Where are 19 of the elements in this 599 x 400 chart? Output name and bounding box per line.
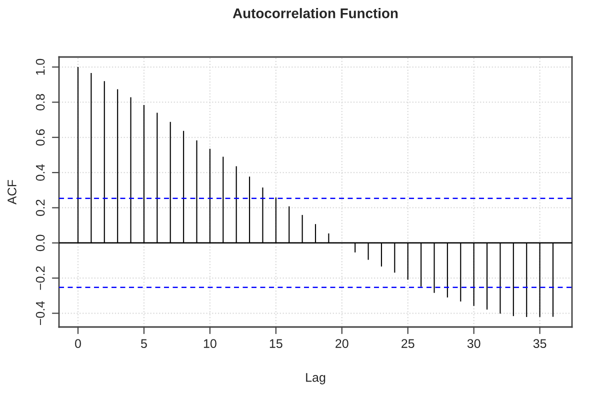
y-tick-label: 0.6 [36,129,45,146]
x-axis-title: Lag [306,373,326,384]
x-tick-label: 15 [270,339,282,348]
x-tick-label: 35 [533,339,546,348]
y-tick-label: 0.4 [36,164,45,181]
y-tick-label: −0.4 [36,301,45,325]
x-tick-label: 0 [75,339,81,348]
y-tick-label: 0.2 [36,200,45,216]
y-tick-label: 0.8 [36,94,45,110]
x-tick-label: 20 [336,339,348,348]
y-axis-title: ACF [8,180,16,204]
chart-title: Autocorrelation Function [232,8,398,18]
y-tick-label: 0.0 [36,234,45,252]
x-tick-label: 5 [140,339,147,348]
x-tick-label: 10 [204,339,216,348]
y-tick-label: −0.2 [36,266,45,290]
x-tick-label: 25 [402,339,414,348]
y-tick-label: 1.0 [36,58,45,75]
x-tick-label: 30 [467,339,480,348]
